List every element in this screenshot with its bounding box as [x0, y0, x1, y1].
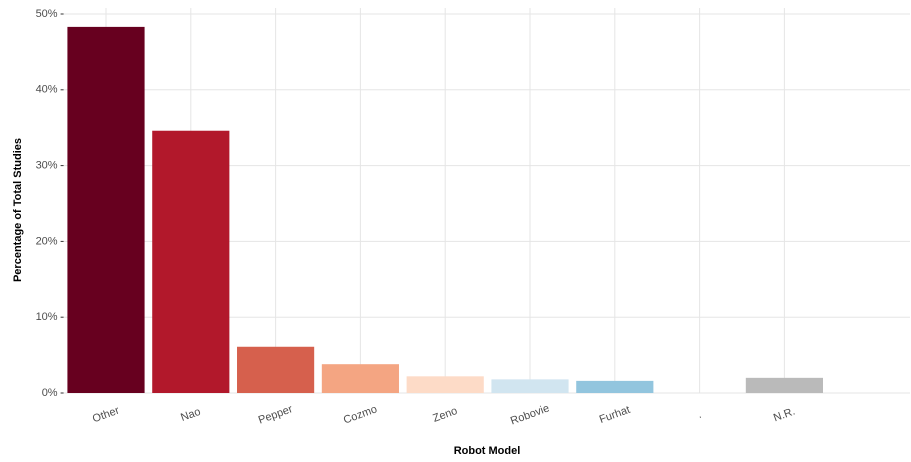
y-tick-label: 50%: [36, 8, 58, 20]
y-tick-label: 30%: [36, 160, 58, 172]
y-axis-title: Percentage of Total Studies: [12, 138, 24, 282]
y-tick-label: 40%: [36, 84, 58, 96]
bar: [491, 379, 569, 393]
x-tick-label: Robovie: [509, 402, 551, 427]
x-tick-label: Other: [91, 404, 121, 425]
bar: [237, 346, 315, 393]
bar: [745, 377, 823, 393]
x-tick-label: .: [696, 409, 703, 421]
x-tick-label: Zeno: [431, 405, 459, 425]
x-tick-label: Pepper: [257, 403, 295, 427]
x-tick-label: N.R.: [772, 406, 797, 425]
x-tick-label: Cozmo: [342, 403, 379, 426]
x-axis-title: Robot Model: [454, 445, 521, 457]
x-tick-label: Nao: [179, 406, 202, 424]
y-tick-label: 10%: [36, 311, 58, 323]
y-tick-label: 0%: [42, 387, 58, 399]
bar: [152, 130, 230, 393]
bar: [67, 26, 145, 394]
y-tick-label: 20%: [36, 235, 58, 247]
x-tick-label: Furhat: [598, 404, 632, 426]
bar: [576, 380, 654, 393]
bar: [406, 376, 484, 393]
bar: [321, 364, 399, 393]
